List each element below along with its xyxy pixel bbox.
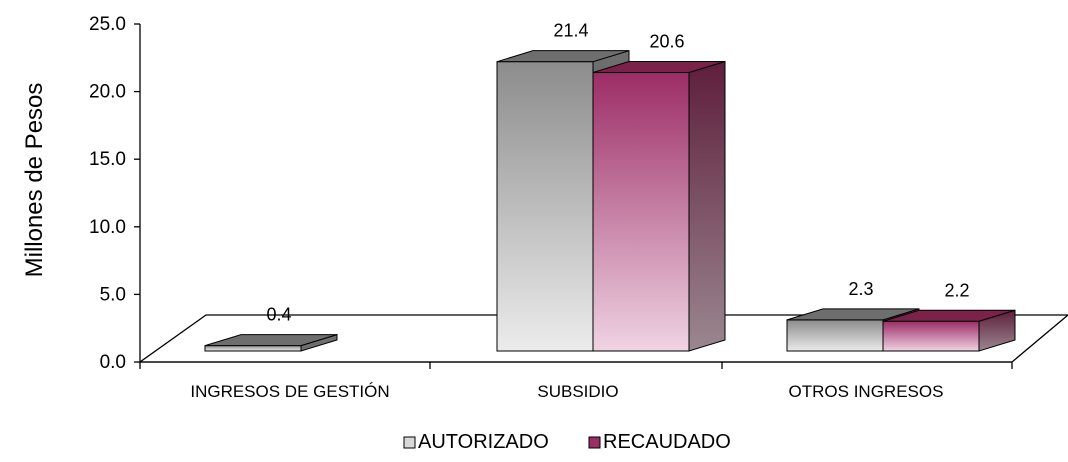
legend-swatch-recaudado: [588, 436, 601, 449]
y-axis-label: Millones de Pesos: [21, 83, 48, 278]
data-label-autorizado: 21.4: [553, 21, 588, 41]
x-category-label: INGRESOS DE GESTIÓN: [190, 382, 389, 401]
bar-front-autorizado: [496, 61, 594, 352]
x-category-label: OTROS INGRESOS: [789, 382, 944, 401]
data-label-autorizado: 2.3: [848, 279, 873, 299]
y-tick-label: 0.0: [100, 352, 126, 373]
bar-front-recaudado: [882, 320, 980, 352]
bar-top-recaudado: [882, 309, 1016, 322]
legend-label-recaudado: RECAUDADO: [603, 431, 731, 453]
bar-recaudado: [592, 60, 726, 352]
y-tick-label: 15.0: [89, 149, 126, 170]
y-tick-label: 10.0: [89, 217, 126, 238]
data-label-recaudado: 20.6: [649, 31, 684, 51]
bar-top-autorizado: [496, 50, 630, 63]
bar-front-autorizado: [204, 345, 302, 352]
x-category-label: SUBSIDIO: [537, 382, 618, 401]
bar-top-autorizado: [204, 334, 338, 347]
y-tick-label: 25.0: [89, 14, 126, 35]
legend-swatch-autorizado: [403, 436, 416, 449]
bar-top-autorizado: [786, 308, 920, 321]
bar-top-recaudado: [592, 60, 726, 73]
bar-front-autorizado: [786, 319, 884, 352]
legend: AUTORIZADO RECAUDADO: [403, 431, 731, 453]
y-tick-label: 20.0: [89, 82, 126, 103]
chart-axes: 0.0 5.0 10.0 15.0 20.0 25.0 INGRESOS DE GESTIÓ…: [89, 14, 1013, 401]
legend-label-autorizado: AUTORIZADO: [418, 431, 549, 453]
data-label-autorizado: 0.4: [266, 305, 291, 325]
bar-side-recaudado: [688, 60, 726, 352]
y-tick-label: 5.0: [100, 284, 126, 305]
bar-front-recaudado: [592, 71, 690, 352]
chart-data-labels: 0.4 21.4 20.6 2.3 2.2: [266, 21, 969, 325]
data-label-recaudado: 2.2: [944, 280, 969, 300]
bar-autorizado: [204, 333, 338, 352]
chart-bars: [204, 49, 1016, 352]
bar-recaudado: [882, 309, 1016, 352]
